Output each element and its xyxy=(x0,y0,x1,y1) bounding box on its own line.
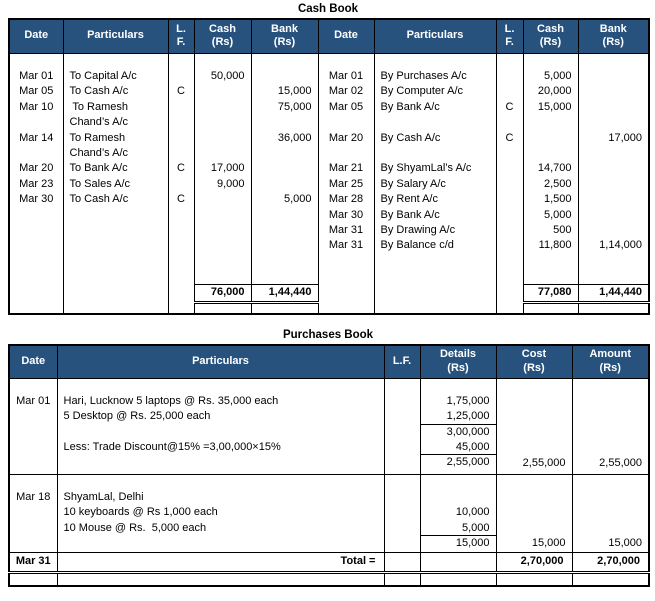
cb-debit-dates: Mar 01 Mar 05 Mar 10 Mar 14 Mar 20 Mar 2… xyxy=(19,69,54,206)
pb-r1-details-cell: 1,75,000 1,25,000 3,00,000 45,000 2,55,0… xyxy=(419,378,497,475)
pb-r2-amount: 15,000 xyxy=(608,537,642,550)
cb-credit-header-cash: Cash (Rs) xyxy=(522,18,579,54)
cb-debit-lf: C C C xyxy=(177,85,185,206)
cb-credit-header-date: Date xyxy=(317,18,375,54)
purchases-total-row: Mar 31 Total = 2,70,000 2,70,000 xyxy=(8,552,650,574)
pb-r1-amount: 2,55,000 xyxy=(599,456,642,469)
purchases-book-table: Date Particulars L.F. Details (Rs) Cost … xyxy=(8,344,650,588)
pb-r1-date: Mar 01 xyxy=(16,394,51,407)
cb-credit-bank-cell: 17,000 1,14,000 xyxy=(577,53,650,284)
cb-debit-bank-amounts: 15,000 75,000 36,000 5,000 xyxy=(277,85,312,206)
pb-r1-details-line xyxy=(421,379,496,394)
cb-credit-lf: C C xyxy=(505,100,514,144)
cb-debit-header-date: Date xyxy=(8,18,64,54)
cash-book-title: Cash Book xyxy=(297,3,359,15)
cash-book-totals-row: 76,000 1,44,440 77,080 1,44,440 xyxy=(8,283,650,304)
cb-debit-lf-empty xyxy=(167,284,195,302)
pb-r1-particulars-cell: Hari, Lucknow 5 laptops @ Rs. 35,000 eac… xyxy=(56,378,385,475)
pb-r1-details-line: 1,25,000 xyxy=(420,409,496,425)
pb-r1-particulars: Hari, Lucknow 5 laptops @ Rs. 35,000 eac… xyxy=(63,394,281,454)
purchases-entry-row-mar01: Mar 01 Hari, Lucknow 5 laptops @ Rs. 35,… xyxy=(8,378,650,475)
pb-total-details-empty xyxy=(419,552,497,574)
cb-debit-cash-cell: 50,000 17,000 9,000 xyxy=(193,53,252,284)
pb-r2-details-line: 15,000 xyxy=(455,537,490,550)
pb-r2-cost: 15,000 xyxy=(531,537,566,550)
cb-debit-header-cash: Cash (Rs) xyxy=(193,18,252,54)
cb-debit-header-particulars: Particulars xyxy=(62,18,169,54)
cb-credit-date-cell: Mar 01 Mar 02 Mar 05 Mar 20 Mar 21 Mar 2… xyxy=(317,53,375,284)
cb-debit-header-bank: Bank (Rs) xyxy=(250,18,319,54)
pb-total-amount: 2,70,000 xyxy=(571,552,650,574)
pb-r1-details-line: 45,000 xyxy=(420,440,496,456)
cb-credit-header-lf: L. F. xyxy=(495,18,524,54)
cb-credit-bank-total: 1,44,440 xyxy=(577,283,650,304)
cb-credit-cash-cell: 5,000 20,000 15,000 14,700 2,500 1,500 5… xyxy=(522,53,579,284)
cb-credit-bank-amounts: 17,000 1,14,000 xyxy=(599,131,642,252)
pb-r1-date-cell: Mar 01 xyxy=(8,378,58,475)
cb-debit-particulars-cell: To Capital A/c To Cash A/c To Ramesh Cha… xyxy=(62,53,169,284)
cb-credit-particulars: By Purchases A/c By Computer A/c By Bank… xyxy=(380,69,472,252)
cb-debit-date-cell: Mar 01 Mar 05 Mar 10 Mar 14 Mar 20 Mar 2… xyxy=(8,53,64,284)
cb-debit-bank-total: 1,44,440 xyxy=(250,283,319,304)
pb-header-cost: Cost (Rs) xyxy=(495,344,573,379)
pb-r2-particulars-cell: ShyamLal, Delhi 10 keyboards @ Rs 1,000 … xyxy=(56,474,385,553)
pb-header-date: Date xyxy=(8,344,58,379)
pb-total-cost: 2,70,000 xyxy=(495,552,573,574)
pb-r2-details-line: 5,000 xyxy=(420,521,496,537)
cb-credit-particulars-cell: By Purchases A/c By Computer A/c By Bank… xyxy=(373,53,497,284)
purchases-book-header-row: Date Particulars L.F. Details (Rs) Cost … xyxy=(8,344,650,379)
cb-debit-lf-cell: C C C xyxy=(167,53,195,284)
cb-credit-lf-cell: C C xyxy=(495,53,524,284)
pb-r1-cost-cell: 2,55,000 xyxy=(495,378,573,475)
cb-credit-lf-empty xyxy=(495,284,524,302)
cb-credit-cash-amounts: 5,000 20,000 15,000 14,700 2,500 1,500 5… xyxy=(537,69,572,252)
pb-total-date: Mar 31 xyxy=(8,552,58,574)
pb-header-particulars: Particulars xyxy=(56,344,385,379)
pb-r2-details-line xyxy=(421,490,496,505)
pb-r2-lf-cell xyxy=(383,474,421,553)
pb-r2-details-line xyxy=(421,475,496,490)
cash-book-body-row: Mar 01 Mar 05 Mar 10 Mar 14 Mar 20 Mar 2… xyxy=(8,53,650,284)
pb-r1-details-line: 2,55,000 xyxy=(446,456,490,469)
cb-debit-date-empty xyxy=(8,284,64,302)
pb-r1-amount-cell: 2,55,000 xyxy=(571,378,650,475)
cb-debit-header-lf: L. F. xyxy=(167,18,195,54)
cb-credit-header-bank: Bank (Rs) xyxy=(577,18,650,54)
cb-credit-header-particulars: Particulars xyxy=(373,18,497,54)
pb-r2-amount-cell: 15,000 xyxy=(571,474,650,553)
cb-credit-date-empty xyxy=(317,284,375,302)
pb-r1-lf-cell xyxy=(383,378,421,475)
pb-r1-cost: 2,55,000 xyxy=(522,456,566,469)
pb-r1-details-line: 1,75,000 xyxy=(446,394,490,407)
pb-r2-date: Mar 18 xyxy=(16,490,51,503)
pb-r2-particulars: ShyamLal, Delhi 10 keyboards @ Rs 1,000 … xyxy=(63,490,218,534)
cb-debit-cash-amounts: 50,000 17,000 9,000 xyxy=(210,69,245,190)
pb-r2-details-line: 10,000 xyxy=(455,506,490,519)
pb-r2-cost-cell: 15,000 xyxy=(495,474,573,553)
pb-header-lf: L.F. xyxy=(383,344,421,379)
cash-book-table: Date Particulars L. F. Cash (Rs) Bank (R… xyxy=(8,18,650,315)
cb-debit-cash-total: 76,000 xyxy=(193,283,252,304)
cb-debit-particulars-empty xyxy=(62,284,169,302)
pb-total-lf-empty xyxy=(383,552,421,574)
pb-r2-date-cell: Mar 18 xyxy=(8,474,58,553)
pb-header-details: Details (Rs) xyxy=(419,344,497,379)
purchases-bottom-empty-row xyxy=(8,572,650,587)
pb-total-label: Total = xyxy=(56,552,385,574)
cb-credit-cash-total: 77,080 xyxy=(522,283,579,304)
pb-r2-details-cell: 10,000 5,000 15,000 xyxy=(419,474,497,553)
cash-book-bottom-empty-row xyxy=(8,302,650,314)
cb-debit-particulars: To Capital A/c To Cash A/c To Ramesh Cha… xyxy=(69,69,137,206)
purchases-entry-row-mar18: Mar 18 ShyamLal, Delhi 10 keyboards @ Rs… xyxy=(8,474,650,553)
pb-r1-details-line: 3,00,000 xyxy=(446,425,490,438)
cb-credit-particulars-empty xyxy=(373,284,497,302)
purchases-book-title: Purchases Book xyxy=(282,329,374,341)
cb-debit-bank-cell: 15,000 75,000 36,000 5,000 xyxy=(250,53,319,284)
cash-book-header-row: Date Particulars L. F. Cash (Rs) Bank (R… xyxy=(8,18,650,54)
cb-credit-dates: Mar 01 Mar 02 Mar 05 Mar 20 Mar 21 Mar 2… xyxy=(328,69,364,252)
pb-header-amount: Amount (Rs) xyxy=(571,344,650,379)
